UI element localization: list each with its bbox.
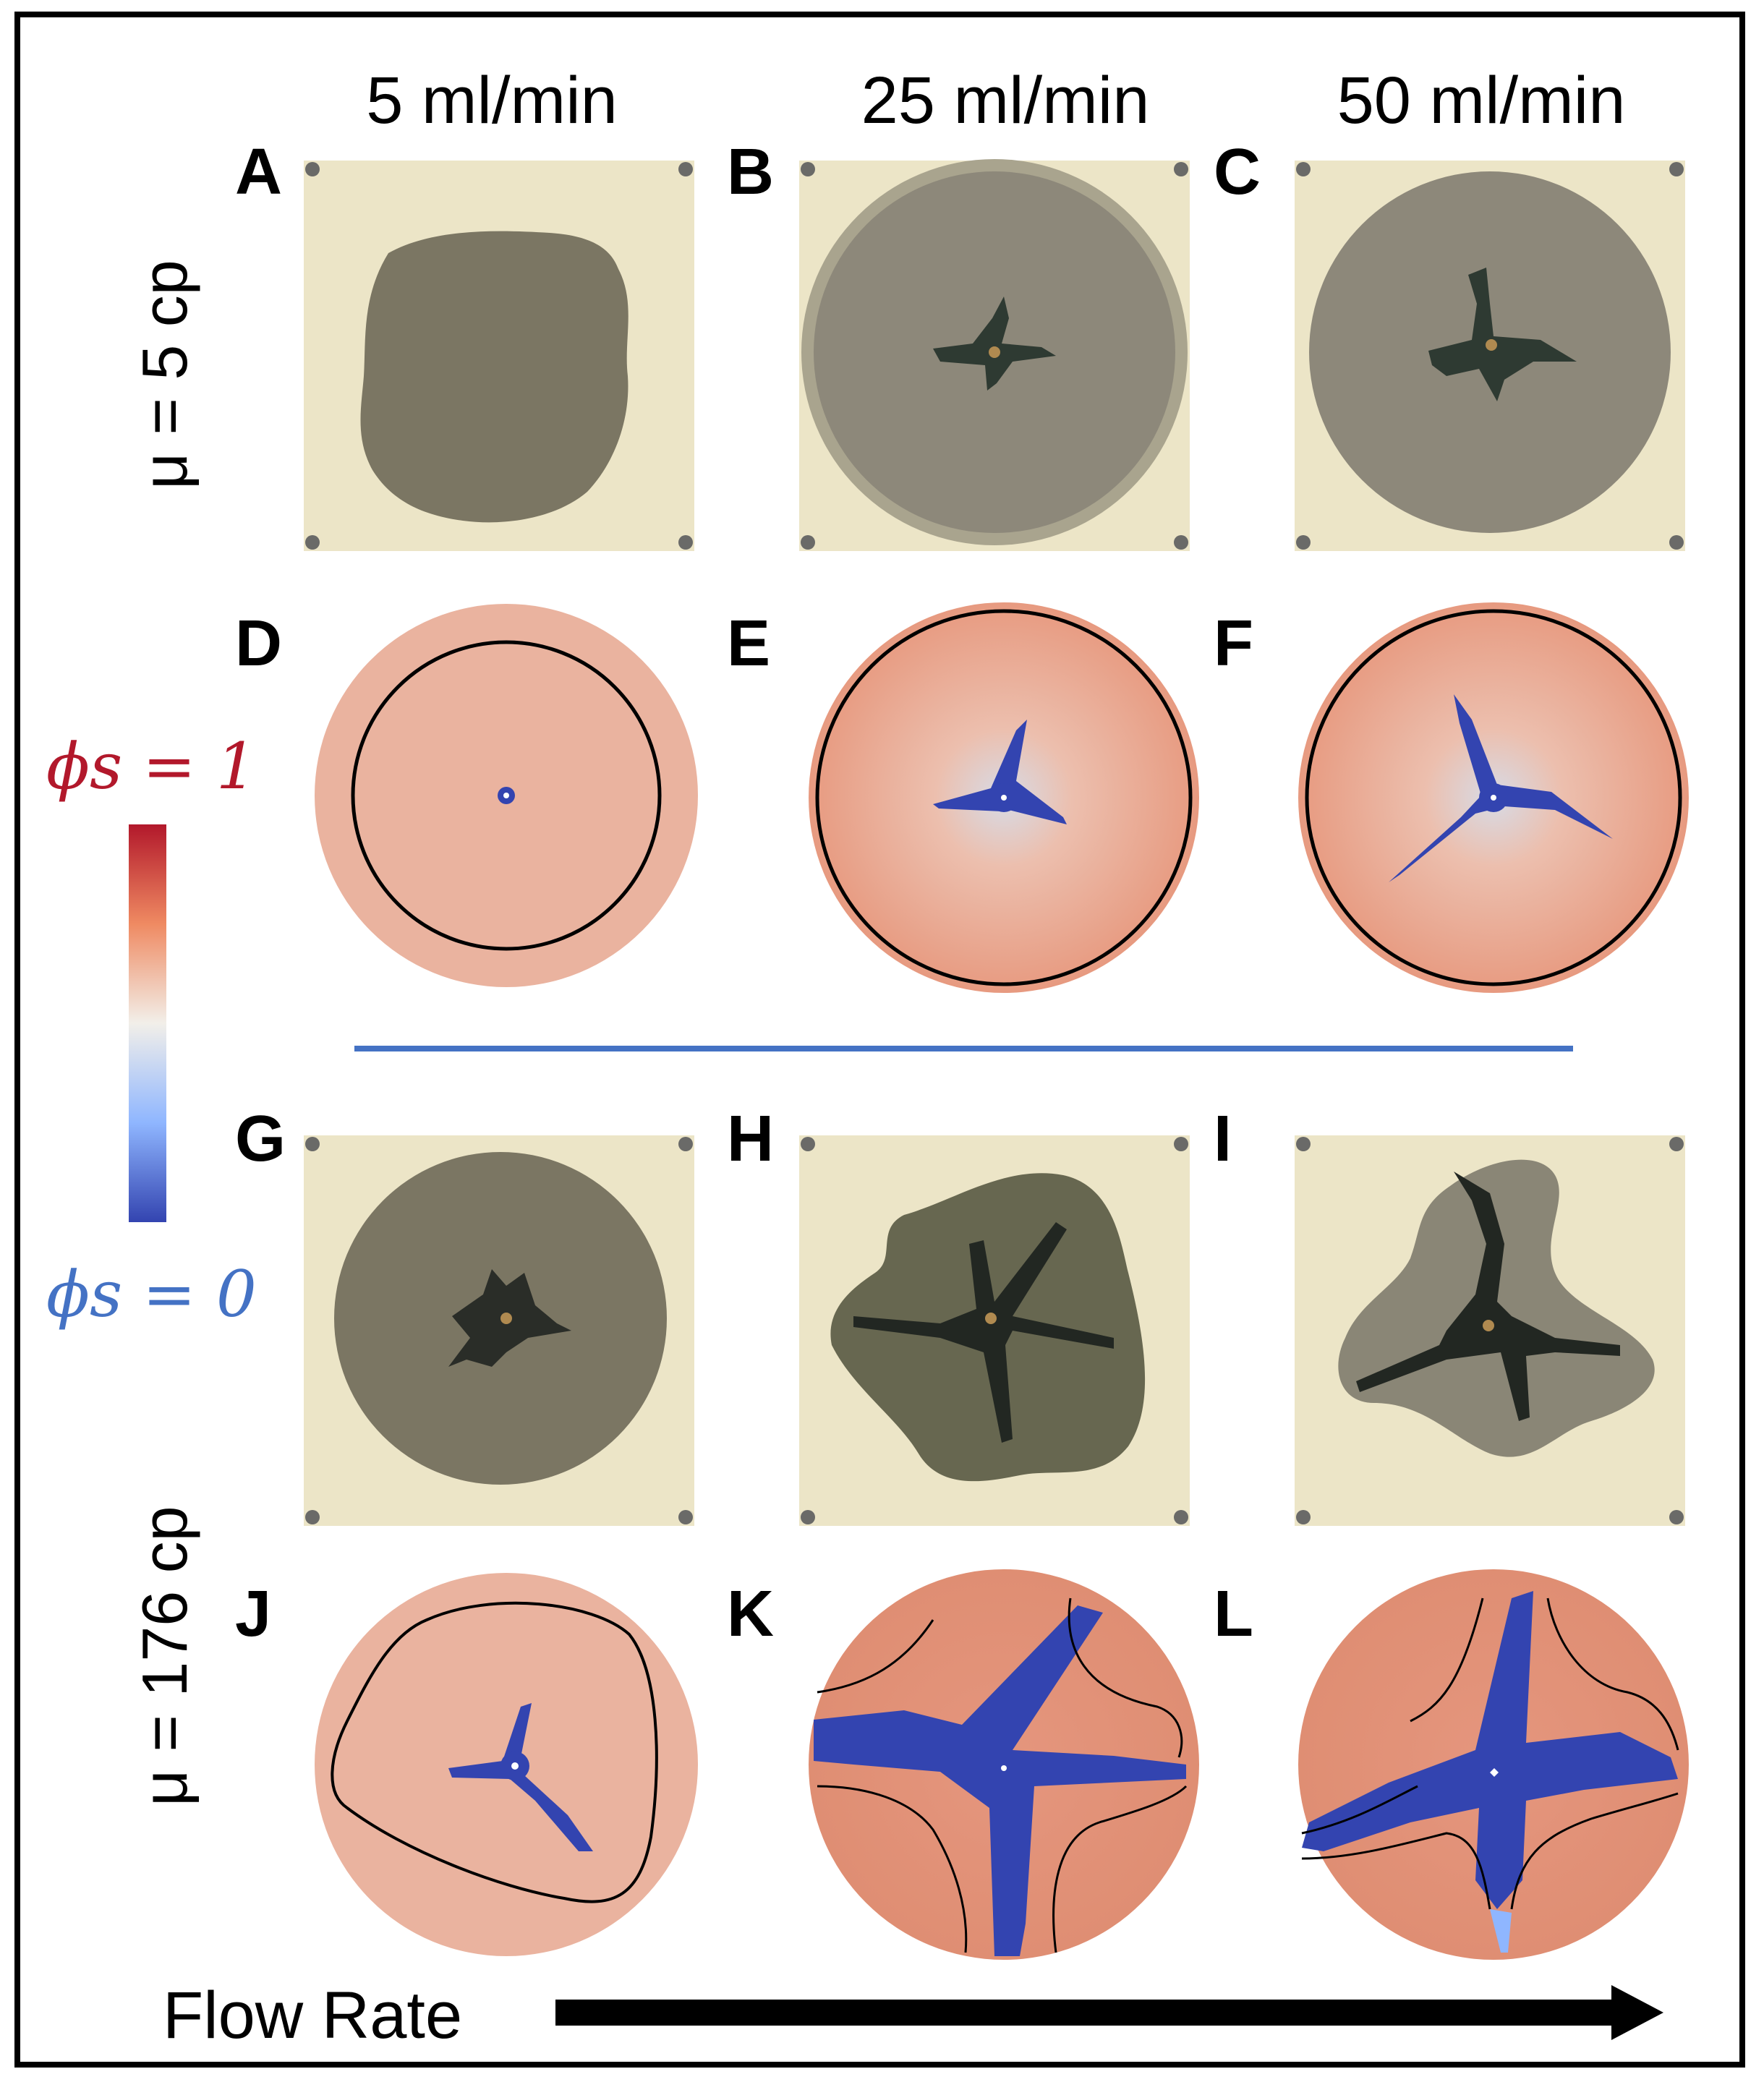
panel-b-experiment <box>799 159 1190 551</box>
panel-k-simulation <box>809 1569 1199 1960</box>
panel-g-experiment <box>304 1135 694 1526</box>
flow-rate-arrow-head <box>1611 1985 1663 2040</box>
colorbar-top-label: ϕs = 1 <box>46 729 257 803</box>
colorbar-bottom-label: ϕs = 0 <box>46 1257 257 1331</box>
column-header-25: 25 ml/min <box>861 64 1150 137</box>
panel-l-simulation <box>1298 1569 1689 1960</box>
panel-d-simulation <box>315 604 698 987</box>
panel-letter-c: C <box>1214 136 1261 208</box>
flow-rate-label: Flow Rate <box>163 1979 462 2052</box>
panel-letter-e: E <box>727 607 770 680</box>
panel-h-experiment <box>799 1135 1190 1526</box>
panel-letter-l: L <box>1214 1578 1253 1650</box>
flow-rate-arrow-shaft <box>555 2000 1611 2026</box>
panel-e-simulation <box>809 602 1199 993</box>
colorbar <box>129 824 166 1222</box>
panel-letter-a: A <box>235 136 282 208</box>
row-label-bottom: μ = 176 cp <box>129 1506 200 1806</box>
panel-j-simulation <box>315 1573 698 1956</box>
panel-letter-g: G <box>235 1103 286 1175</box>
column-header-5: 5 ml/min <box>366 64 618 137</box>
panel-c-experiment <box>1295 161 1685 551</box>
row-label-top: μ = 5 cp <box>129 260 200 489</box>
panel-i-experiment <box>1295 1135 1685 1526</box>
panel-letter-j: J <box>235 1578 271 1650</box>
panel-f-simulation <box>1298 602 1689 993</box>
panel-letter-f: F <box>1214 607 1253 680</box>
panel-letter-b: B <box>727 136 774 208</box>
panel-letter-i: I <box>1214 1103 1232 1175</box>
panel-letter-h: H <box>727 1103 774 1175</box>
panel-letter-k: K <box>727 1578 774 1650</box>
panel-letter-d: D <box>235 607 282 680</box>
column-header-50: 50 ml/min <box>1337 64 1626 137</box>
panel-a-experiment <box>304 161 694 551</box>
